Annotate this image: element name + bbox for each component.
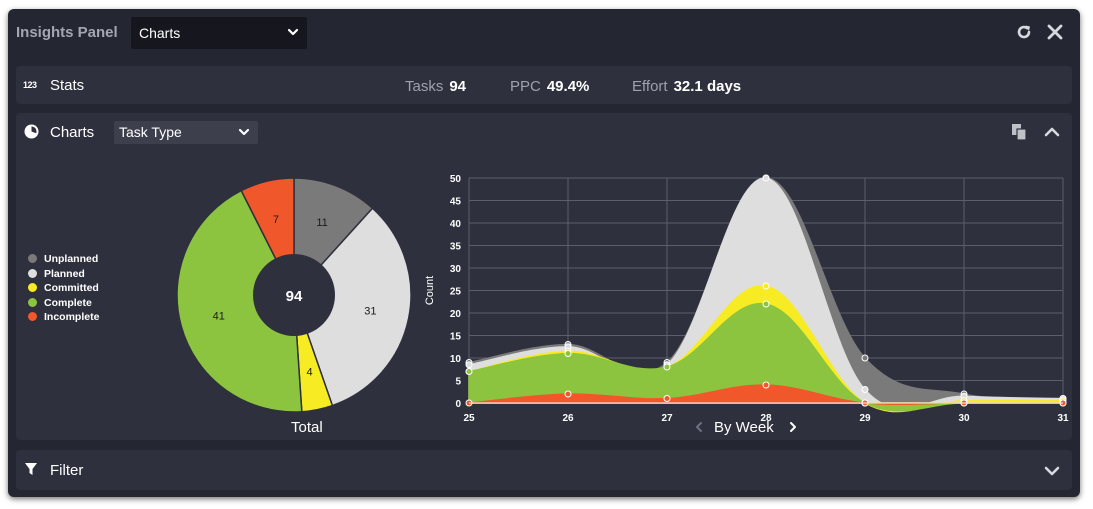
stats-label: Stats <box>50 77 85 94</box>
chart-type-select[interactable]: Task Type <box>114 121 258 144</box>
chevron-right-icon[interactable] <box>788 421 798 433</box>
donut-total: 94 <box>286 288 303 305</box>
legend-swatch <box>28 297 37 307</box>
chevron-down-icon <box>238 128 250 136</box>
data-point-planned[interactable] <box>762 174 770 182</box>
legend-item: Planned <box>28 268 99 283</box>
chevron-down-icon[interactable] <box>1044 464 1060 478</box>
donut-hole <box>253 254 335 336</box>
area-chart: 0 5 10 15 20 25 30 35 40 45 50 25 26 27 28 29 30 31 Count <box>424 174 1069 424</box>
donut-slice-label: 31 <box>364 306 376 318</box>
stat-effort: Effort 32.1 days <box>632 78 741 95</box>
panel-title: Insights Panel <box>16 24 118 41</box>
stat-tasks: Tasks 94 <box>405 78 466 95</box>
panel-header: Insights Panel Charts <box>8 9 1080 57</box>
x-tick-label: 28 <box>760 413 772 424</box>
data-point-planned[interactable] <box>465 361 473 369</box>
data-point-incomplete[interactable] <box>564 390 572 398</box>
x-tick-label: 29 <box>859 413 871 424</box>
legend-item: Incomplete <box>28 311 99 326</box>
donut-slice-planned[interactable] <box>293 207 412 407</box>
refresh-icon[interactable] <box>1015 23 1033 41</box>
y-tick-label: 50 <box>450 174 462 185</box>
chevron-up-icon[interactable] <box>1044 125 1060 139</box>
legend-item: Unplanned <box>28 253 99 268</box>
y-tick-label: 30 <box>450 264 462 275</box>
donut-slice-label: 7 <box>273 214 279 226</box>
y-tick-label: 35 <box>450 242 462 253</box>
charts-section: Charts Task Type Unplanned Planned Commi… <box>16 113 1072 440</box>
filter-label: Filter <box>50 462 84 479</box>
data-point-complete[interactable] <box>663 363 671 371</box>
stat-value: 32.1 days <box>673 78 742 95</box>
week-axis-label: By Week <box>714 419 774 436</box>
donut-slice-complete[interactable] <box>176 189 303 413</box>
y-tick-label: 40 <box>450 219 462 230</box>
stat-name: Effort <box>632 78 668 95</box>
donut-slice-label: 41 <box>213 311 225 323</box>
view-select-value: Charts <box>139 25 181 41</box>
x-tick-label: 31 <box>1057 413 1069 424</box>
data-point-complete[interactable] <box>762 300 770 308</box>
chevron-left-icon[interactable] <box>694 421 704 433</box>
close-icon[interactable] <box>1046 23 1064 41</box>
legend-swatch <box>28 283 37 292</box>
y-tick-label: 25 <box>450 287 462 298</box>
donut-caption: Total <box>291 419 323 436</box>
copy-icon[interactable] <box>1010 123 1028 141</box>
chevron-down-icon <box>287 28 299 36</box>
charts-label: Charts <box>50 124 95 141</box>
chart-legend: Unplanned Planned Committed Complete Inc… <box>28 253 99 326</box>
view-select[interactable]: Charts <box>131 17 307 49</box>
y-tick-label: 10 <box>450 354 462 365</box>
stat-name: Tasks <box>405 78 444 95</box>
y-tick-label: 15 <box>450 332 462 343</box>
data-point-incomplete[interactable] <box>762 381 770 389</box>
filter-section[interactable]: Filter <box>16 450 1072 490</box>
donut-chart: 11 31 4 41 7 94 <box>176 177 412 413</box>
chart-type-value: Task Type <box>119 124 182 140</box>
stat-value: 94 <box>449 78 467 95</box>
legend-swatch <box>28 268 37 278</box>
data-point-incomplete[interactable] <box>663 395 671 402</box>
legend-item: Complete <box>28 297 99 312</box>
stat-ppc: PPC 49.4% <box>510 78 589 95</box>
stat-name: PPC <box>510 78 541 95</box>
x-tick-label: 30 <box>958 413 970 424</box>
x-tick-label: 27 <box>661 413 673 424</box>
data-point-planned[interactable] <box>861 386 869 393</box>
donut-slice-label: 11 <box>316 217 327 229</box>
legend-swatch <box>28 312 37 321</box>
data-point-unplanned[interactable] <box>861 354 869 362</box>
data-point-complete[interactable] <box>465 368 473 375</box>
pie-chart-icon <box>24 124 39 139</box>
legend-swatch <box>28 254 37 263</box>
numbers-icon: 123 <box>23 80 37 90</box>
donut-slice-label: 4 <box>306 366 312 378</box>
data-point-committed[interactable] <box>762 282 770 290</box>
filter-icon <box>25 463 37 475</box>
y-tick-label: 5 <box>455 377 461 388</box>
insights-panel: Insights Panel Charts 123 Stats Tasks 94 … <box>8 9 1080 497</box>
x-tick-label: 25 <box>463 413 475 424</box>
data-point-complete[interactable] <box>564 350 572 357</box>
y-axis-label: Count <box>424 276 436 305</box>
stat-value: 49.4% <box>546 78 590 95</box>
stats-section: 123 Stats Tasks 94 PPC 49.4% Effort 32.1 da… <box>16 66 1072 104</box>
x-tick-label: 26 <box>562 413 574 424</box>
legend-item: Committed <box>28 282 99 297</box>
y-tick-label: 45 <box>450 197 462 208</box>
y-tick-label: 0 <box>455 399 461 410</box>
y-tick-label: 20 <box>450 309 462 320</box>
